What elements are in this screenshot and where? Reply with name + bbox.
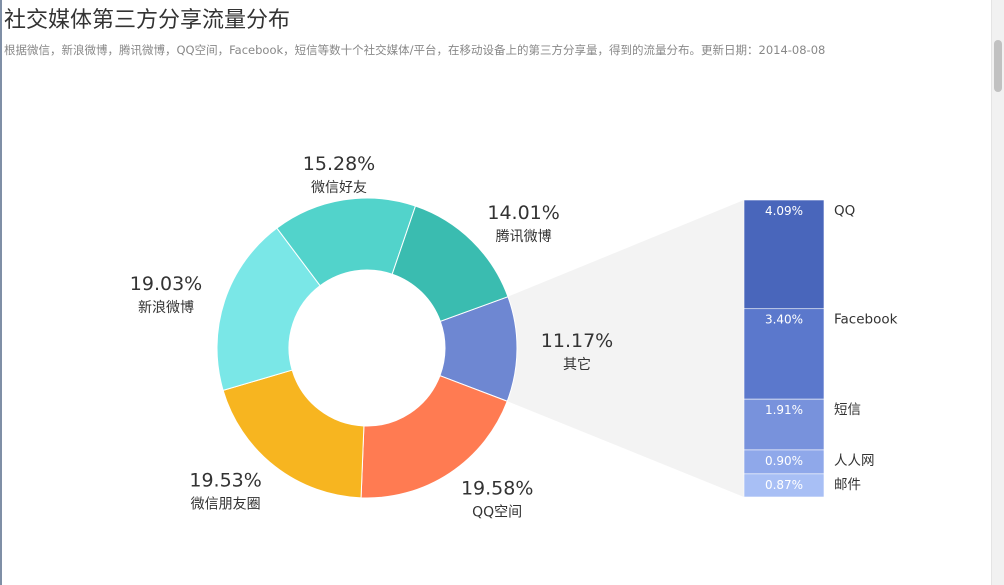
donut-labels: 11.17% 其它 19.58% QQ空间 19.53% 微信朋友圈 19.03% 新浪微博 1… <box>130 153 613 520</box>
breakdown-value-label-0: 4.09% <box>765 204 803 218</box>
breakdown-segment-2[interactable] <box>743 398 825 451</box>
breakdown-value-label-2: 1.91% <box>765 403 803 417</box>
slice-value-label-2: 19.53% <box>189 469 261 491</box>
scrollbar-thumb[interactable] <box>994 40 1002 92</box>
slice-category-label-5: 腾讯微博 <box>496 228 552 245</box>
breakdown-value-label-4: 0.87% <box>765 478 803 492</box>
donut-slice-5[interactable] <box>391 205 509 322</box>
chart-title: 社交媒体第三方分享流量分布 <box>4 8 291 33</box>
donut-slice-2[interactable] <box>222 369 365 499</box>
chart-header: 社交媒体第三方分享流量分布 根据微信，新浪微博，腾讯微博，QQ空间，Facebo… <box>4 6 989 58</box>
slice-value-label-3: 19.03% <box>130 273 202 295</box>
breakdown-category-label-1: Facebook <box>834 312 898 328</box>
slice-category-label-0: 其它 <box>563 356 591 373</box>
chart-subtitle: 根据微信，新浪微博，腾讯微博，QQ空间，Facebook，短信等数十个社交媒体/… <box>4 43 826 57</box>
slice-category-label-3: 新浪微博 <box>138 299 194 316</box>
breakdown-category-label-0: QQ <box>834 203 855 219</box>
vertical-scrollbar[interactable] <box>991 0 1004 585</box>
breakdown-segment-0[interactable] <box>743 199 825 310</box>
slice-category-label-2: 微信朋友圈 <box>191 496 261 512</box>
page-left-border <box>0 0 2 585</box>
slice-value-label-1: 19.58% <box>461 477 533 499</box>
breakdown-category-label-3: 人人网 <box>834 453 875 469</box>
slice-category-label-4: 微信好友 <box>311 180 367 196</box>
breakdown-segment-4[interactable] <box>743 473 825 498</box>
breakdown-category-label-2: 短信 <box>834 402 861 418</box>
donut-slices <box>216 197 518 499</box>
breakdown-value-label-3: 0.90% <box>765 454 803 468</box>
donut-slice-1[interactable] <box>360 375 508 499</box>
breakdown-connector <box>507 200 744 497</box>
slice-category-label-1: QQ空间 <box>472 504 522 520</box>
slice-value-label-0: 11.17% <box>541 330 613 352</box>
breakdown-category-label-4: 邮件 <box>834 477 861 493</box>
breakdown-segment-1[interactable] <box>743 308 825 400</box>
slice-value-label-4: 15.28% <box>303 153 375 175</box>
donut-slice-3[interactable] <box>216 227 321 392</box>
breakdown-bar: 4.09% QQ 3.40% Facebook 1.91% 短信 0.90% 人人网 0.87%… <box>743 199 898 498</box>
breakdown-value-label-1: 3.40% <box>765 313 803 327</box>
slice-value-label-5: 14.01% <box>487 202 559 224</box>
